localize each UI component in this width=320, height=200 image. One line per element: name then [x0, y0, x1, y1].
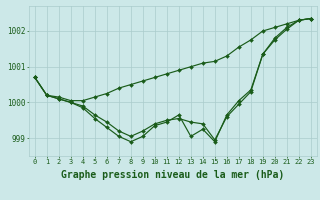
X-axis label: Graphe pression niveau de la mer (hPa): Graphe pression niveau de la mer (hPa) — [61, 170, 284, 180]
